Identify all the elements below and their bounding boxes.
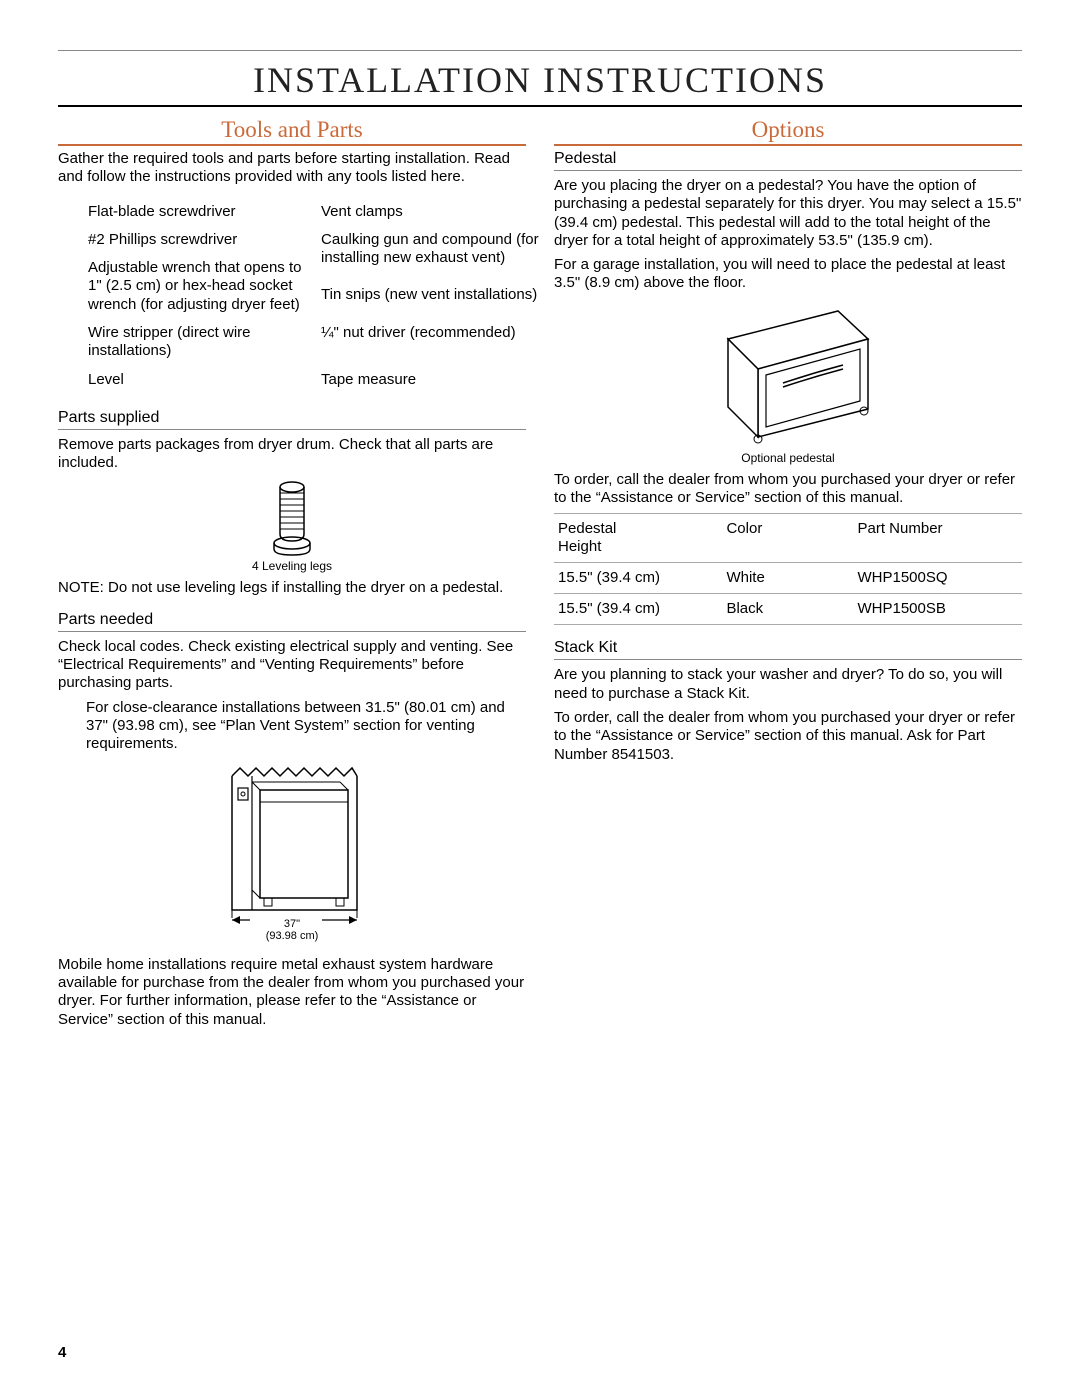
- table-row: 15.5" (39.4 cm) White WHP1500SQ: [554, 563, 1022, 594]
- parts-needed-text: Check local codes. Check existing electr…: [58, 638, 526, 693]
- leveling-leg-icon: [270, 479, 314, 557]
- tool-text: Tin snips (new vent installations): [321, 286, 537, 303]
- dim-bottom: (93.98 cm): [266, 930, 319, 942]
- table-row: Wire stripper (direct wire installations…: [88, 320, 552, 365]
- sub-rule: [554, 170, 1022, 171]
- cell: WHP1500SB: [854, 594, 1023, 625]
- stack-kit-heading: Stack Kit: [554, 639, 1022, 657]
- dim-top: 37": [284, 918, 300, 930]
- top-rule: [58, 50, 1022, 51]
- cell: White: [722, 563, 853, 594]
- tool-cell: Tape measure: [321, 367, 552, 393]
- pedestal-icon: [688, 299, 888, 449]
- cell: 15.5" (39.4 cm): [554, 563, 722, 594]
- tool-cell: Level: [88, 367, 319, 393]
- tools-parts-heading: Tools and Parts: [58, 117, 526, 143]
- tool-cell: ¼" nut driver (recommended): [321, 320, 552, 365]
- stack-p2: To order, call the dealer from whom you …: [554, 709, 1022, 764]
- parts-supplied-heading: Parts supplied: [58, 409, 526, 427]
- title-rule: [58, 105, 1022, 107]
- table-row: PedestalHeight Color Part Number: [554, 514, 1022, 563]
- dryer-diagram-icon: [202, 760, 382, 940]
- right-column: Options Pedestal Are you placing the dry…: [554, 117, 1022, 1035]
- legs-caption: 4 Leveling legs: [58, 559, 526, 573]
- close-clearance-text: For close-clearance installations betwee…: [86, 699, 526, 754]
- two-column-layout: Tools and Parts Gather the required tool…: [58, 117, 1022, 1035]
- pedestal-order-table: PedestalHeight Color Part Number 15.5" (…: [554, 513, 1022, 625]
- heading-rule: [554, 144, 1022, 146]
- order-text: To order, call the dealer from whom you …: [554, 471, 1022, 508]
- dim-label: 37" (93.98 cm): [202, 918, 382, 942]
- options-heading: Options: [554, 117, 1022, 143]
- tool-cell: Adjustable wrench that opens to 1" (2.5 …: [88, 255, 319, 318]
- close-clearance-block: For close-clearance installations betwee…: [86, 699, 526, 754]
- th-color: Color: [722, 514, 853, 563]
- mobile-home-text: Mobile home installations require metal …: [58, 956, 526, 1029]
- pedestal-figure: [554, 299, 1022, 449]
- table-row: Flat-blade screwdriver Vent clamps: [88, 199, 552, 225]
- pedestal-p2: For a garage installation, you will need…: [554, 256, 1022, 293]
- tool-cell: Wire stripper (direct wire installations…: [88, 320, 319, 365]
- page-main-title: INSTALLATION INSTRUCTIONS: [58, 59, 1022, 101]
- pedestal-heading: Pedestal: [554, 150, 1022, 168]
- pedestal-caption: Optional pedestal: [554, 451, 1022, 465]
- table-row: 15.5" (39.4 cm) Black WHP1500SB: [554, 594, 1022, 625]
- cell: 15.5" (39.4 cm): [554, 594, 722, 625]
- parts-supplied-text: Remove parts packages from dryer drum. C…: [58, 436, 526, 473]
- tool-text: Caulking gun and compound (for installin…: [321, 231, 539, 266]
- tool-cell: Flat-blade screwdriver: [88, 199, 319, 225]
- note-text: NOTE: Do not use leveling legs if instal…: [58, 579, 526, 597]
- tools-intro-text: Gather the required tools and parts befo…: [58, 150, 526, 187]
- tools-list-table: Flat-blade screwdriver Vent clamps #2 Ph…: [86, 197, 554, 395]
- tool-cell: Caulking gun and compound (for installin…: [321, 227, 552, 318]
- stack-p1: Are you planning to stack your washer an…: [554, 666, 1022, 703]
- tool-cell: #2 Phillips screwdriver: [88, 227, 319, 253]
- manual-page: INSTALLATION INSTRUCTIONS Tools and Part…: [0, 0, 1080, 1397]
- cell: Black: [722, 594, 853, 625]
- parts-needed-heading: Parts needed: [58, 611, 526, 629]
- left-column: Tools and Parts Gather the required tool…: [58, 117, 526, 1035]
- sub-rule: [58, 429, 526, 430]
- cell: WHP1500SQ: [854, 563, 1023, 594]
- th-pedestal-height: PedestalHeight: [554, 514, 722, 563]
- pedestal-p1: Are you placing the dryer on a pedestal?…: [554, 177, 1022, 250]
- table-row: #2 Phillips screwdriver Caulking gun and…: [88, 227, 552, 253]
- th-partnum: Part Number: [854, 514, 1023, 563]
- th-text: PedestalHeight: [558, 520, 616, 555]
- leveling-leg-figure: [58, 479, 526, 557]
- sub-rule: [554, 659, 1022, 660]
- heading-rule: [58, 144, 526, 146]
- dryer-clearance-figure: 37" (93.98 cm): [58, 760, 526, 964]
- table-row: Level Tape measure: [88, 367, 552, 393]
- tool-cell: Vent clamps: [321, 199, 552, 225]
- page-number: 4: [58, 1344, 66, 1361]
- sub-rule: [58, 631, 526, 632]
